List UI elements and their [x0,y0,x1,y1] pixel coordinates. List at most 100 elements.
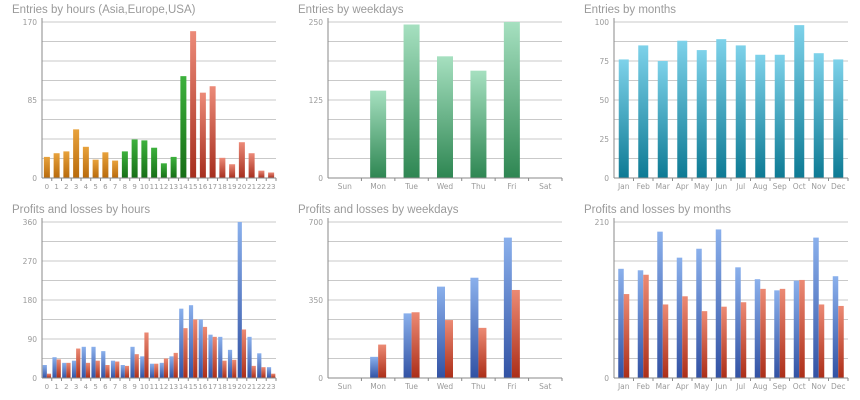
x-tick-label: 18 [218,383,227,391]
bar [140,356,145,378]
x-tick-label: 13 [169,383,178,391]
y-tick-label: 0 [318,174,323,183]
x-tick-label: Jun [714,382,727,391]
bar [95,360,100,378]
bar [159,362,164,378]
bar [676,257,683,378]
y-tick-label: 125 [309,96,324,105]
x-tick-label: 10 [140,383,149,391]
bar [91,346,96,378]
x-tick-label: 22 [257,383,266,391]
chart-svg: 0 350 700 Sun Mon Tue Wed Thu Fri Sat [309,218,563,391]
x-tick-label: 8 [123,383,127,391]
bar [271,373,276,378]
bar [735,45,746,179]
x-tick-label: 21 [247,183,256,191]
x-tick-label: 18 [218,183,227,191]
x-tick-label: 5 [93,183,97,191]
bar [779,288,786,378]
x-tick-label: Aug [753,382,768,391]
bar [657,61,668,178]
bar [378,344,387,378]
bar [794,25,805,179]
x-tick-label: Sat [539,182,551,191]
x-tick-label: Oct [793,382,806,391]
x-tick-label: 11 [150,383,159,391]
x-tick-label: 1 [54,183,58,191]
bar [257,353,262,378]
y-tick-label: 75 [599,57,609,66]
x-tick-label: Feb [637,382,651,391]
bar [124,365,130,378]
bar [503,237,512,378]
bar [76,348,81,378]
y-tick-label: 25 [599,135,609,144]
bar [248,153,255,178]
y-tick-label: 50 [599,96,609,105]
bar [793,280,800,378]
x-tick-label: 12 [159,383,168,391]
x-tick-label: Dec [831,182,846,191]
x-tick-label: Dec [831,382,846,391]
x-tick-label: 1 [54,383,58,391]
x-tick-label: 7 [113,183,117,191]
bar [160,163,167,178]
x-tick-label: 4 [84,383,89,391]
y-tick-label: 210 [595,218,610,227]
bar [813,53,824,179]
y-tick-label: 250 [309,18,324,27]
bar [799,279,805,378]
x-tick-label: 16 [198,183,207,191]
bar [81,346,86,378]
bar [813,237,819,378]
bar [774,54,785,179]
x-tick-label: 15 [189,183,198,191]
bar [740,302,747,378]
chart-title: Entries by months [584,4,677,16]
bar [112,160,119,178]
bar [218,336,223,378]
bar [199,92,206,178]
bar [677,40,688,178]
bar [73,129,80,178]
x-tick-label: Mar [656,382,671,391]
x-tick-label: Jul [735,382,745,391]
bar [241,329,247,378]
y-tick-label: 0 [604,374,609,383]
bar [190,31,197,179]
bar [774,290,780,378]
x-tick-label: 12 [159,183,168,191]
bar [237,222,242,378]
bar [411,312,420,378]
bar [818,304,825,378]
x-tick-label: Thu [470,382,485,391]
bar [43,156,50,178]
bar [643,274,649,378]
bar [403,313,412,378]
bar [755,54,766,179]
x-tick-label: 22 [257,183,266,191]
x-tick-label: Tue [404,182,418,191]
bar [52,357,57,378]
chart-title: Profits and losses by weekdays [298,204,459,216]
y-tick-label: 0 [32,174,37,183]
chart-svg: 0 210 Jan Feb Mar Apr May Jun Jul Aug Sep Oct Nov Dec [595,218,849,391]
x-tick-label: Oct [793,182,806,191]
bar [71,360,77,378]
x-tick-label: 5 [93,383,97,391]
x-tick-label: 19 [228,383,237,391]
bar [682,296,688,378]
bar [832,276,839,378]
bar [183,328,188,378]
bar [173,352,178,378]
bar [437,56,453,178]
chart-entries-by-hours: Entries by hours (Asia,Europe,USA) 0 85 17… [0,0,286,200]
x-tick-label: 14 [179,383,188,391]
bar [227,349,233,378]
y-tick-label: 360 [23,218,38,227]
x-tick-label: Apr [676,182,690,191]
x-tick-label: May [694,382,710,391]
x-tick-label: Wed [437,382,454,391]
bar [511,289,520,378]
bar [266,367,272,378]
